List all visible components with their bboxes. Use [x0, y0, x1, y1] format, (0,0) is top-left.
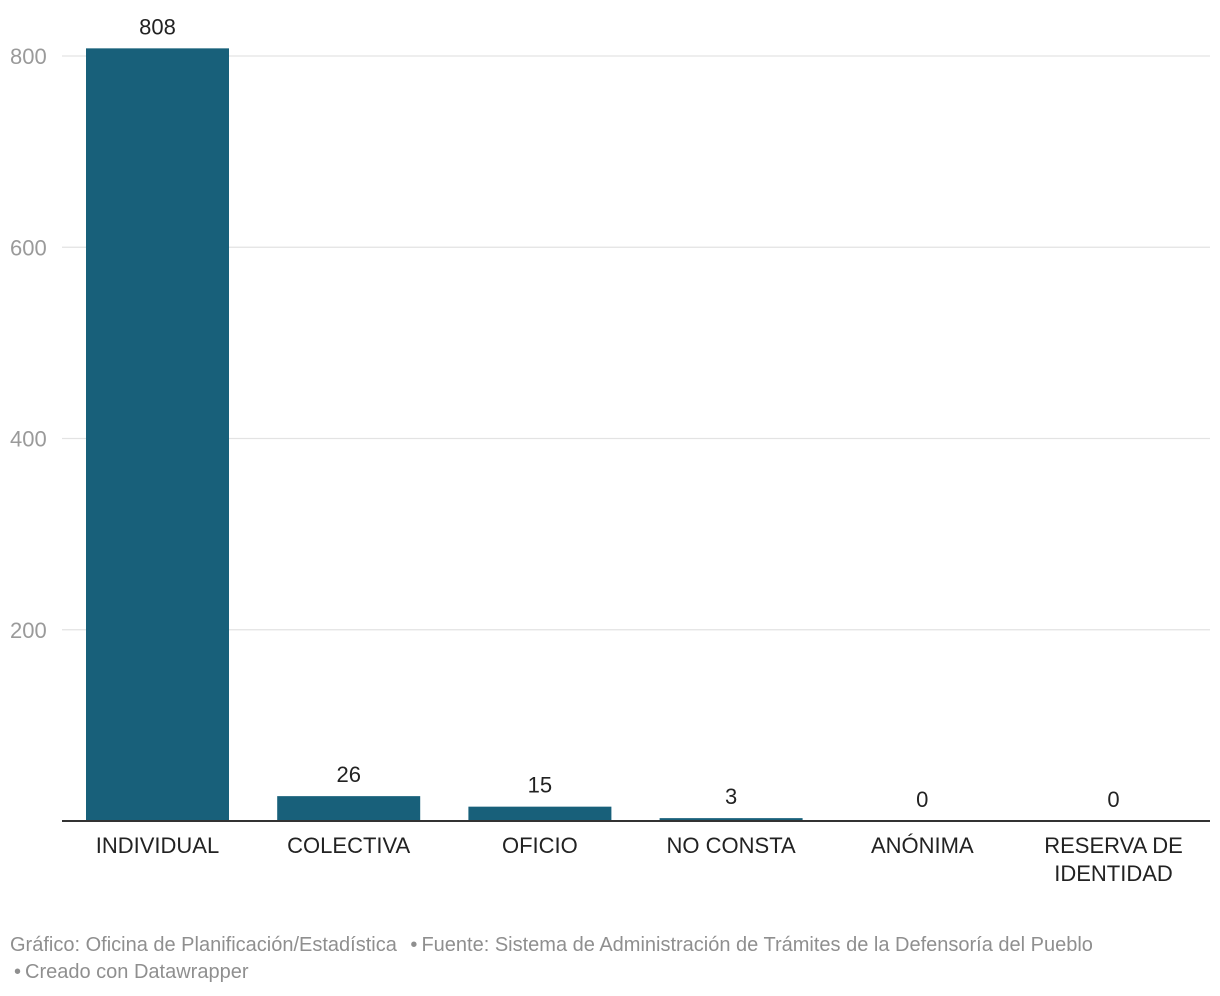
data-label: 0: [916, 787, 928, 812]
x-tick-label: NO CONSTA: [667, 833, 796, 858]
bar: [468, 806, 612, 821]
footer-source: Fuente: Sistema de Administración de Trá…: [421, 934, 1093, 956]
footer-created-with: Creado con Datawrapper: [25, 961, 249, 983]
data-label: 808: [139, 14, 176, 39]
x-tick-label-line: OFICIO: [502, 833, 578, 858]
x-tick-label-line: ANÓNIMA: [871, 833, 974, 858]
y-tick-label: 600: [10, 235, 47, 260]
bar-chart: 200 400 600 800 808 INDIVIDUAL 26 COLECTIVA 15 OF…: [10, 14, 1210, 886]
x-tick-label: COLECTIVA: [287, 833, 410, 858]
x-tick-label-line: IDENTIDAD: [1054, 861, 1173, 886]
footer-credit: Gráfico: Oficina de Planificación/Estadí…: [10, 934, 397, 956]
x-tick-label-line: RESERVA DE: [1044, 833, 1183, 858]
x-tick-label: INDIVIDUAL: [96, 833, 219, 858]
bar: [277, 796, 421, 821]
chart-footer: Gráfico: Oficina de Planificación/Estadí…: [10, 932, 1210, 986]
y-tick-label: 800: [10, 44, 47, 69]
bar: [86, 48, 229, 822]
x-tick-label-line: INDIVIDUAL: [96, 833, 219, 858]
x-tick-label: RESERVA DE IDENTIDAD: [1044, 833, 1183, 886]
x-tick-label-line: COLECTIVA: [287, 833, 410, 858]
x-tick-label: OFICIO: [502, 833, 578, 858]
data-label: 26: [336, 762, 360, 787]
y-tick-label: 200: [10, 618, 47, 643]
y-tick-label: 400: [10, 427, 47, 452]
bar: [659, 818, 803, 821]
footer-separator: •: [410, 934, 418, 956]
x-tick-label: ANÓNIMA: [871, 833, 974, 858]
data-label: 3: [725, 784, 737, 809]
data-label: 15: [528, 773, 552, 798]
x-tick-label-line: NO CONSTA: [667, 833, 796, 858]
data-label: 0: [1107, 787, 1119, 812]
footer-separator: •: [14, 961, 22, 983]
